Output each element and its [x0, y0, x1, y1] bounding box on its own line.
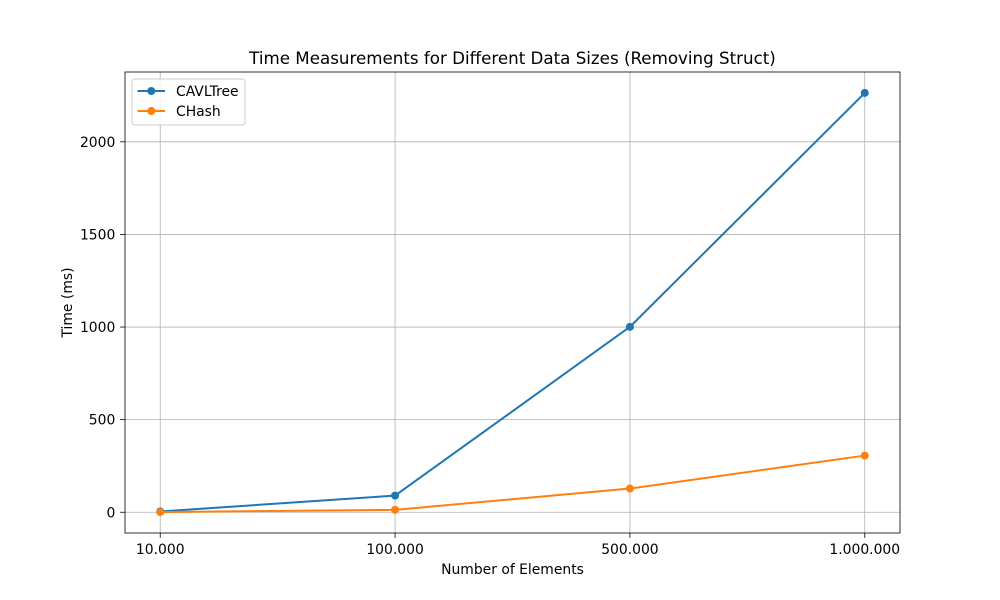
data-point-chash: [860, 451, 869, 460]
series-layer: [156, 88, 869, 517]
series-line-chash: [159, 454, 866, 514]
data-point-chash: [391, 505, 400, 514]
x-tick-label: 100.000: [366, 542, 423, 558]
gridlines: [125, 72, 900, 533]
data-point-cavltree: [860, 88, 869, 97]
x-tick-label: 500.000: [601, 542, 658, 558]
y-tick-label: 0: [106, 505, 115, 521]
plot-background: [125, 72, 900, 533]
legend-swatch-marker: [147, 87, 156, 95]
data-point-cavltree: [625, 322, 634, 331]
legend: CAVLTree CHash: [131, 78, 246, 126]
x-axis-label: Number of Elements: [441, 562, 584, 578]
chart-title: Time Measurements for Different Data Siz…: [248, 48, 776, 68]
data-point-cavltree: [391, 491, 400, 500]
x-tick-label: 1.000.000: [829, 542, 900, 558]
data-point-chash: [625, 484, 634, 493]
legend-swatch-marker: [147, 107, 156, 115]
y-axis-label: Time (ms): [60, 267, 76, 338]
x-tick-label: 10.000: [136, 542, 185, 558]
y-tick-label: 1000: [80, 320, 115, 336]
series-line-cavltree: [159, 91, 867, 513]
legend-entry-cavltree: CAVLTree: [137, 84, 239, 100]
legend-label: CAVLTree: [176, 84, 239, 100]
axis-ticks: 10.000 100.000 500.000 1.000.000 0 500 1000 150…: [80, 135, 900, 558]
series-chash: [156, 451, 869, 517]
data-point-chash: [156, 508, 165, 517]
y-tick-label: 2000: [80, 135, 115, 151]
y-tick-label: 1500: [80, 227, 115, 243]
plot-frame: [124, 71, 901, 534]
legend-entry-chash: CHash: [137, 104, 221, 120]
legend-label: CHash: [176, 104, 221, 120]
y-tick-label: 500: [89, 413, 116, 429]
